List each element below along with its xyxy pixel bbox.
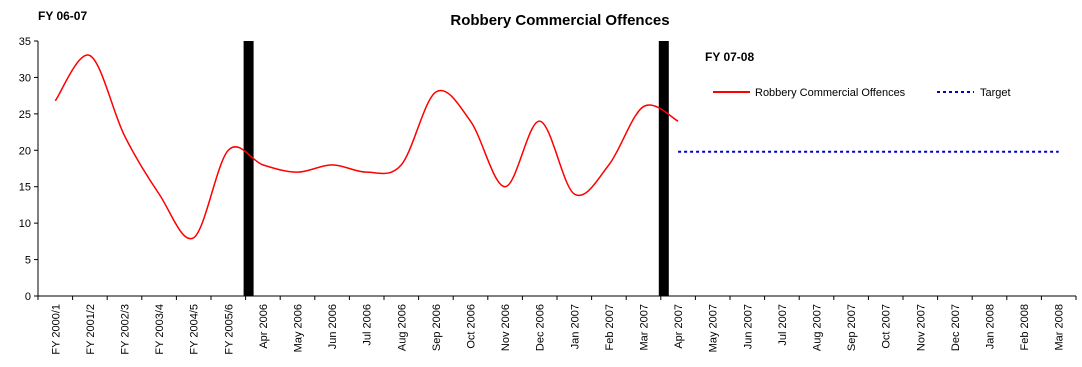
x-tick-label: Aug 2007 [812, 304, 824, 351]
x-tick-label: May 2006 [293, 304, 305, 352]
x-tick-label: Dec 2007 [950, 304, 962, 351]
annotation-fy-06-07: FY 06-07 [38, 9, 87, 23]
plot-area: 0 5 10 15 20 25 30 35 FY 2000/1 FY 2001/2 FY 2002/… [19, 36, 1077, 355]
x-tick-label: FY 2005/6 [223, 304, 235, 355]
y-tick-label: 35 [19, 36, 31, 48]
legend: Robbery Commercial Offences Target [713, 87, 1011, 99]
y-tick-label: 0 [25, 291, 31, 303]
x-tick-label: May 2007 [708, 304, 720, 352]
legend-label-target: Target [980, 87, 1011, 99]
chart-title: Robbery Commercial Offences [450, 12, 669, 29]
period-divider-bar [243, 41, 254, 296]
x-tick-label: Feb 2008 [1019, 304, 1031, 350]
x-tick-label: Dec 2006 [535, 304, 547, 351]
y-tick-label: 20 [19, 145, 31, 157]
series-line-robbery [54, 54, 679, 240]
x-tick-label: Jan 2007 [569, 304, 581, 349]
y-tick-label: 25 [19, 109, 31, 121]
y-tick-label: 10 [19, 218, 31, 230]
x-tick-label: Jul 2006 [362, 304, 374, 346]
x-tick-label: Jun 2006 [327, 304, 339, 349]
x-tick-label: Oct 2006 [466, 304, 478, 349]
x-tick-label: FY 2000/1 [50, 304, 62, 355]
x-tick-label: FY 2004/5 [189, 304, 201, 355]
x-tick-label: Jan 2008 [985, 304, 997, 349]
x-tick-label: Apr 2007 [673, 304, 685, 349]
y-tick-label: 5 [25, 255, 31, 267]
x-tick-label: Sep 2007 [846, 304, 858, 351]
y-tick-label: 30 [19, 72, 31, 84]
x-tick-label: Apr 2006 [258, 304, 270, 349]
x-tick-label: Nov 2007 [915, 304, 927, 351]
x-tick-label: Jun 2007 [742, 304, 754, 349]
x-tick-label: FY 2003/4 [154, 304, 166, 355]
x-tick-label: Aug 2006 [396, 304, 408, 351]
x-tick-label: Mar 2008 [1054, 304, 1066, 350]
period-divider-bar [658, 41, 669, 296]
x-tick-label: FY 2001/2 [85, 304, 97, 355]
y-tick-label: 15 [19, 182, 31, 194]
annotation-fy-07-08: FY 07-08 [705, 50, 754, 64]
x-tick-label: Nov 2006 [500, 304, 512, 351]
x-tick-label: Sep 2006 [431, 304, 443, 351]
x-tick-label: Oct 2007 [881, 304, 893, 349]
x-tick-label: Feb 2007 [604, 304, 616, 350]
x-tick-label: FY 2002/3 [120, 304, 132, 355]
x-tick-label: Jul 2007 [777, 304, 789, 346]
x-tick-label: Mar 2007 [639, 304, 651, 350]
legend-label-series: Robbery Commercial Offences [755, 87, 906, 99]
